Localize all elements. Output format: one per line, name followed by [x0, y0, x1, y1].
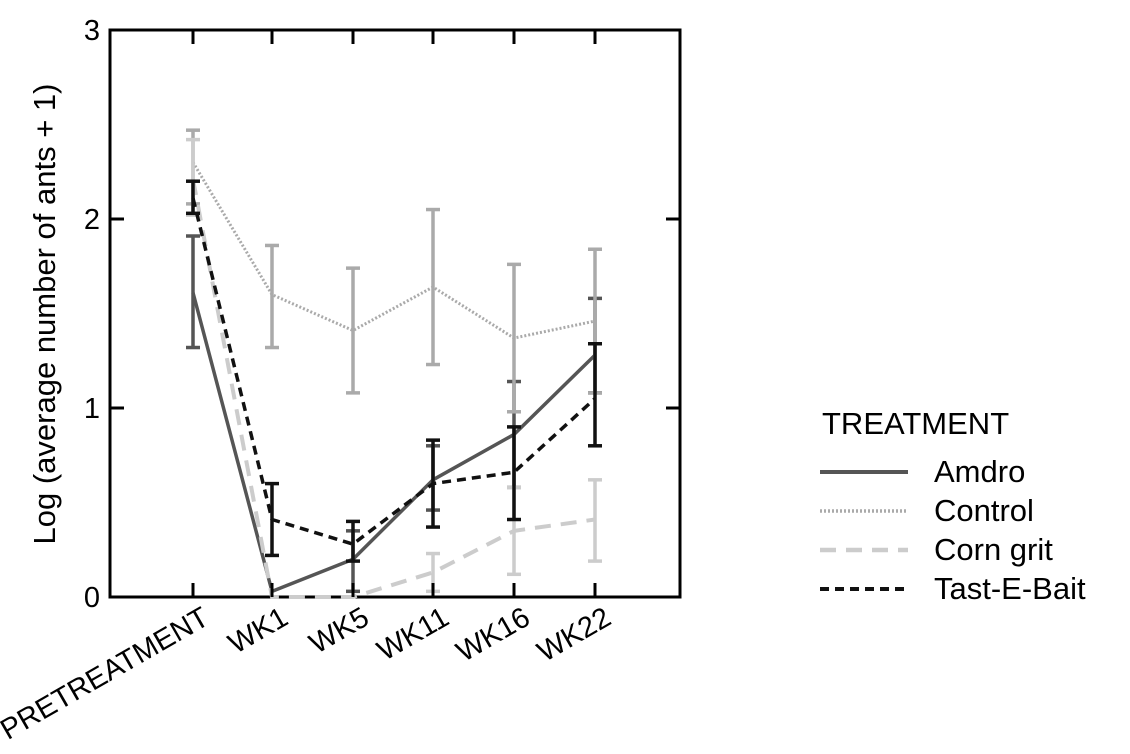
error-bar: [507, 425, 521, 522]
y-tick-label: 1: [84, 393, 100, 425]
x-tick-label: WK5: [304, 601, 374, 660]
series-amdro: [186, 234, 602, 594]
series-tast-e-bait: [186, 179, 602, 563]
legend-label: Corn grit: [934, 532, 1053, 567]
y-tick-label: 2: [84, 204, 100, 236]
error-bar: [588, 478, 602, 563]
x-tick-label: WK1: [223, 601, 293, 660]
legend-title: TREATMENT: [822, 406, 1009, 441]
legend: TREATMENT Amdro Control Corn grit Tast-E-Ba…: [820, 406, 1086, 606]
error-bar: [186, 179, 200, 216]
legend-label: Amdro: [934, 454, 1025, 489]
error-bar: [346, 519, 360, 563]
x-tick-label: WK22: [532, 601, 616, 668]
series-control: [186, 128, 602, 414]
series-line: [191, 197, 597, 546]
error-bar: [186, 234, 200, 350]
plot-area: [108, 28, 682, 599]
legend-item-tast-e-bait: Tast-E-Bait: [820, 571, 1086, 606]
series-line: [191, 292, 597, 594]
y-axis-title: Log (average number of ants + 1): [27, 84, 62, 545]
y-tick-label: 0: [84, 582, 100, 614]
legend-item-corn-grit: Corn grit: [820, 532, 1053, 567]
error-bar: [588, 341, 602, 448]
x-tick-label: WK11: [372, 601, 455, 667]
x-tick-label: PRETREATMENT: [0, 601, 215, 746]
legend-item-control: Control: [820, 493, 1034, 528]
legend-label: Tast-E-Bait: [934, 571, 1086, 606]
error-bar: [265, 243, 279, 350]
series-line: [191, 178, 596, 599]
plot-frame: [108, 28, 682, 599]
y-axis: 0 1 2 3: [84, 15, 680, 614]
y-tick-label: 3: [84, 15, 100, 47]
x-tick-label: WK16: [451, 601, 535, 668]
legend-label: Control: [934, 493, 1034, 528]
legend-item-amdro: Amdro: [820, 454, 1025, 489]
series-line: [191, 161, 596, 340]
series-corn-grit: [186, 137, 602, 599]
